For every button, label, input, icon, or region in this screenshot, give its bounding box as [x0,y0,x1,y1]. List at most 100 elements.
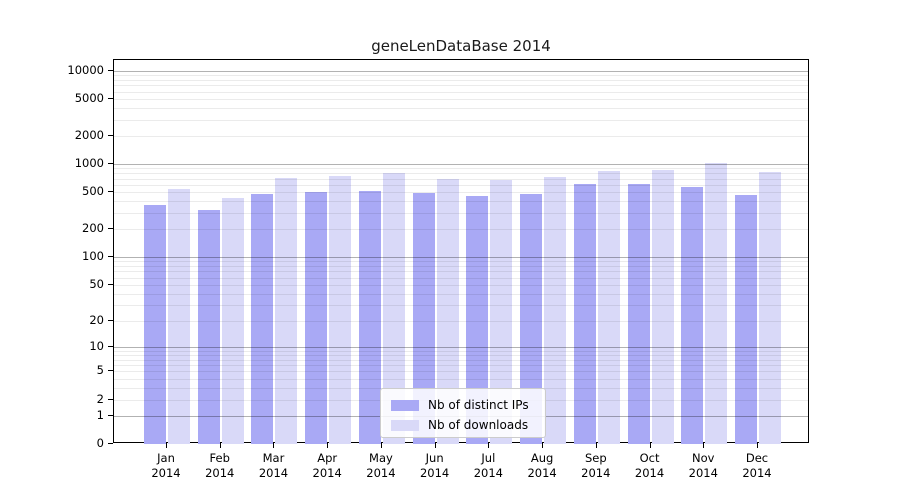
gridline-minor [114,365,808,367]
gridline-major [114,164,808,166]
x-tick-label-jul: Jul 2014 [473,451,503,480]
x-tick-mark [756,443,758,448]
bar-ips-feb [197,209,220,444]
x-tick-mark [166,443,167,448]
bar-ips-oct [627,184,650,444]
y-tick-label: 5000 [74,91,104,106]
bar-downloads-dec [758,171,781,444]
x-tick-mark [703,443,705,448]
y-tick-label: 0 [96,436,104,450]
y-tick-label: 2000 [74,128,104,143]
bar-downloads-aug [544,176,567,444]
gridline-minor [114,229,808,231]
x-tick-label-sep: Sep 2014 [581,451,611,480]
bar-downloads-jan [168,188,190,444]
x-tick-mark [273,443,275,448]
y-tick-mark [108,414,113,416]
x-tick-mark [380,443,382,448]
gridline-minor [114,261,808,263]
y-tick-label: 20 [89,312,104,327]
legend-label-distinct-ips: Nb of distinct IPs [428,398,529,412]
gridline-major [114,70,808,72]
bar-ips-may [358,191,381,444]
gridline-minor [114,355,808,357]
gridline-minor [114,304,808,306]
gridline-minor [114,178,808,180]
bar-downloads-nov [705,163,728,444]
x-tick-label-apr: Apr 2014 [312,451,342,480]
gridline-minor [114,201,808,203]
y-tick-label: 200 [82,221,104,236]
y-tick-mark [108,98,113,100]
bar-ips-dec [734,195,757,444]
x-tick-label-aug: Aug 2014 [527,451,557,480]
gridline-minor [114,359,808,361]
gridline-minor [114,378,808,380]
bar-ips-sep [573,183,596,444]
gridline-minor [114,91,808,93]
bar-ips-jul [466,196,489,444]
gridline-minor [114,271,808,273]
x-tick-label-feb: Feb 2014 [205,451,235,480]
gridline-minor [114,108,808,110]
gridline-minor [114,371,808,373]
y-tick-label: 10 [89,338,104,353]
x-tick-label-jan: Jan 2014 [151,451,181,480]
legend: Nb of distinct IPs Nb of downloads [380,388,546,438]
y-tick-mark [108,191,113,193]
x-tick-label-jun: Jun 2014 [419,451,450,480]
x-tick-mark [219,443,221,448]
bar-downloads-may [382,172,405,444]
y-tick-mark [108,69,113,71]
chart-title: geneLenDataBase 2014 [371,37,551,55]
bar-ips-apr [305,191,328,444]
gridline-minor [114,284,808,286]
gridline-minor [114,277,808,279]
gridline-minor [114,119,808,121]
gridline-minor [114,99,808,101]
y-tick-mark [108,398,113,400]
legend-item-distinct-ips: Nb of distinct IPs [391,396,535,414]
y-tick-mark [108,163,113,165]
gridline-minor [114,320,808,322]
y-tick-mark [108,256,113,258]
plot-area [113,59,809,444]
y-tick-mark [108,345,113,347]
gridline-major [114,257,808,259]
gridline-minor [114,184,808,186]
bar-downloads-mar [275,178,298,444]
bar-ips-nov [681,186,704,444]
y-tick-label: 10000 [67,62,104,77]
x-tick-mark [434,443,436,448]
legend-swatch-downloads [391,419,419,431]
bar-ips-mar [251,193,274,444]
gridline-minor [114,75,808,77]
bar-downloads-jun [436,178,459,444]
legend-swatch-distinct-ips [391,399,419,411]
bar-downloads-feb [221,197,244,444]
gridline-minor [114,168,808,170]
bar-downloads-oct [651,170,674,444]
y-tick-mark [108,283,113,285]
x-tick-mark [488,443,490,448]
y-tick-mark [108,443,113,444]
y-tick-mark [108,135,113,137]
gridline-minor [114,85,808,87]
gridline-minor [114,80,808,82]
bar-downloads-apr [329,175,352,444]
y-tick-label: 100 [82,249,104,264]
x-tick-label-dec: Dec 2014 [742,451,772,480]
y-tick-label: 5 [96,363,104,378]
y-tick-mark [108,370,113,372]
gridline-minor [114,212,808,214]
x-tick-mark [649,443,651,448]
gridline-minor [114,293,808,295]
y-tick-mark [108,319,113,321]
y-tick-label: 2 [96,391,104,406]
gridline-minor [114,136,808,138]
bar-downloads-jul [490,179,513,444]
bar-ips-jun [412,193,435,444]
y-tick-label: 50 [89,276,104,291]
x-tick-mark [327,443,329,448]
